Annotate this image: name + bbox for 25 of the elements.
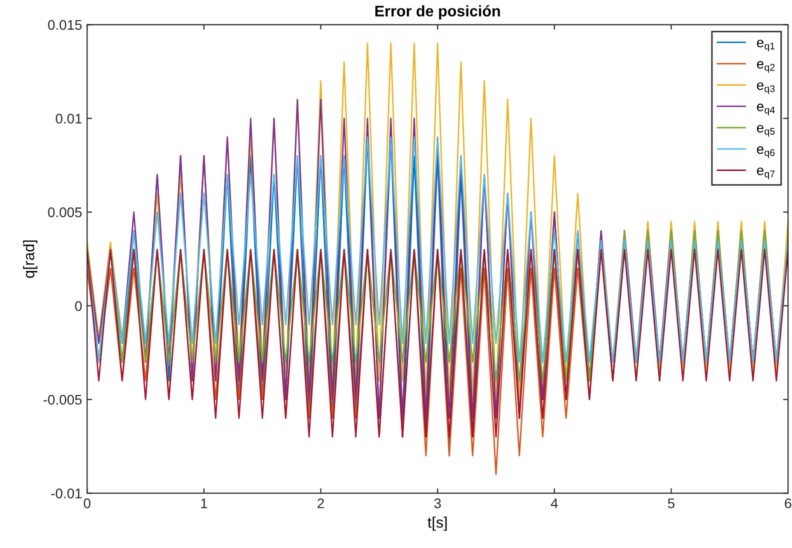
y-tick-label: -0.005 bbox=[44, 394, 82, 405]
line-series bbox=[87, 248, 788, 438]
x-tick-label: 5 bbox=[668, 498, 674, 508]
legend-label: e$_{q2}$ bbox=[756, 61, 775, 73]
legend-label: e$_{q7}$ bbox=[756, 168, 775, 180]
y-tick-label: 0.005 bbox=[48, 207, 82, 218]
legend-label: e$_{q6}$ bbox=[756, 146, 775, 158]
y-axis-title: q[rad] bbox=[23, 240, 38, 278]
y-tick-label: -0.01 bbox=[51, 488, 82, 498]
x-tick-label: 6 bbox=[784, 498, 792, 508]
chart-title: Error de posición bbox=[375, 5, 500, 20]
line-series bbox=[87, 136, 788, 363]
x-tick-label: 4 bbox=[550, 498, 558, 508]
y-tick-label: 0.01 bbox=[56, 114, 82, 124]
x-tick-label: 2 bbox=[318, 498, 324, 508]
legend-label: e$_{q4}$ bbox=[756, 104, 775, 116]
y-tick-label: 0 bbox=[75, 301, 82, 311]
y-tick-label: 0.015 bbox=[48, 20, 82, 30]
x-tick-label: 3 bbox=[434, 498, 441, 508]
legend-label: e$_{q5}$ bbox=[756, 124, 775, 137]
x-tick-label: 1 bbox=[201, 498, 208, 508]
legend-label: e$_{q3}$ bbox=[756, 82, 775, 94]
x-tick-label: 0 bbox=[84, 498, 90, 508]
x-axis-title: t[s] bbox=[428, 516, 447, 531]
legend-label: e$_{q1}$ bbox=[756, 40, 775, 52]
